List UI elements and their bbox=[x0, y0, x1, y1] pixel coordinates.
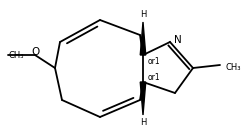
Text: or1: or1 bbox=[148, 58, 161, 66]
Text: CH₃: CH₃ bbox=[8, 51, 23, 59]
Polygon shape bbox=[140, 82, 146, 115]
Text: H: H bbox=[140, 118, 146, 127]
Text: O: O bbox=[31, 47, 39, 57]
Text: or1: or1 bbox=[148, 73, 161, 82]
Text: N: N bbox=[174, 35, 182, 45]
Text: CH₃: CH₃ bbox=[226, 62, 242, 72]
Text: H: H bbox=[140, 10, 146, 19]
Polygon shape bbox=[140, 22, 146, 55]
